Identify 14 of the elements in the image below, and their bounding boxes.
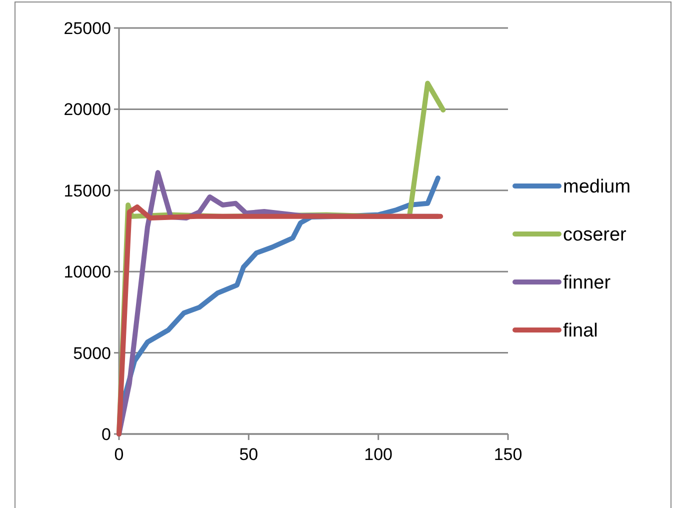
x-tick-label: 100 [364,445,393,464]
y-tick-label: 5000 [73,344,111,363]
legend-label: coserer [563,224,628,246]
legend-label: final [563,320,598,342]
y-tick-label: 25000 [64,18,111,38]
y-tick-label: 0 [102,424,111,444]
y-tick-label: 10000 [64,262,111,282]
y-tick-label: 20000 [64,100,111,120]
legend-label: finner [563,272,612,294]
x-tick-label: 0 [114,445,124,464]
legend-label: medium [563,176,631,198]
y-tick-label: 15000 [64,181,111,200]
x-tick-label: 50 [239,445,258,464]
x-tick-label: 150 [494,445,522,464]
